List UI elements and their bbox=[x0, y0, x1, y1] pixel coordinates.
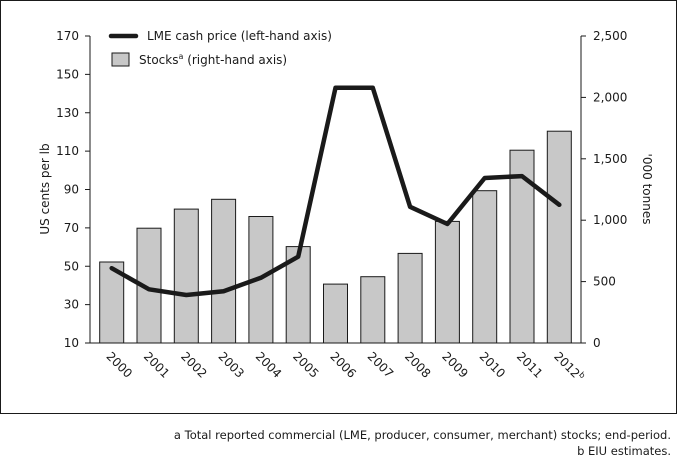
x-tick-superscript-2012: b bbox=[577, 370, 587, 380]
y2-tick-label-500: 500 bbox=[593, 275, 616, 289]
legend-stocks-name: Stocks bbox=[139, 53, 178, 67]
legend-bar-swatch bbox=[111, 52, 130, 67]
stocks-bar-2002 bbox=[173, 208, 199, 344]
stocks-bar-2009 bbox=[434, 220, 460, 344]
y-axis-title: US cents per lb bbox=[38, 143, 52, 234]
chart-frame: 10 30 50 70 90 110 130 150 170 0 500 1,000 1,500 2,0… bbox=[0, 0, 677, 414]
x-tick-label-2002: 2002 bbox=[178, 349, 209, 380]
y2-tick-label-1000: 1,000 bbox=[593, 213, 627, 227]
y2-tick-label-2500: 2,500 bbox=[593, 29, 627, 43]
y-tick-label-30: 30 bbox=[64, 298, 79, 312]
x-tick-label-2001: 2001 bbox=[141, 349, 172, 380]
y-tick-label-110: 110 bbox=[56, 144, 79, 158]
stocks-bar-2003 bbox=[211, 198, 237, 344]
legend-stocks-suffix: (right-hand axis) bbox=[183, 53, 287, 67]
stocks-bar-2012 bbox=[546, 130, 572, 344]
right-axis-ticks: 0 500 1,000 1,500 2,000 2,500 bbox=[581, 29, 627, 350]
x-tick-label-2003: 2003 bbox=[215, 349, 246, 380]
stocks-bar-2006 bbox=[323, 283, 348, 344]
y2-tick-label-1500: 1,500 bbox=[593, 152, 627, 166]
stocks-bar-2000 bbox=[99, 261, 125, 344]
lme-cash-price-line bbox=[109, 85, 562, 298]
x-tick-label-2004: 2004 bbox=[253, 349, 284, 380]
y-tick-label-130: 130 bbox=[56, 106, 79, 120]
legend-label-stocks: Stocksa (right-hand axis) bbox=[139, 52, 287, 67]
stocks-bar-2007 bbox=[360, 276, 386, 344]
y-tick-label-10: 10 bbox=[64, 336, 79, 350]
stocks-bar-2010 bbox=[472, 190, 498, 344]
x-tick-label-2009: 2009 bbox=[439, 349, 470, 380]
y2-tick-label-2000: 2,000 bbox=[593, 90, 627, 104]
y-tick-label-90: 90 bbox=[64, 183, 79, 197]
x-tick-label-2011: 2011 bbox=[514, 349, 545, 380]
y-tick-label-50: 50 bbox=[64, 259, 79, 273]
x-tick-label-2010: 2010 bbox=[477, 349, 508, 380]
footnote-b: b EIU estimates. bbox=[577, 444, 671, 458]
y-tick-label-70: 70 bbox=[64, 221, 79, 235]
x-tick-label-2000: 2000 bbox=[104, 349, 135, 380]
y-tick-label-150: 150 bbox=[56, 67, 79, 81]
x-tick-label-2008: 2008 bbox=[402, 349, 433, 380]
legend-stocks-superscript: a bbox=[178, 52, 183, 61]
footnote-a: a Total reported commercial (LME, produc… bbox=[173, 428, 671, 442]
stocks-bar-2008 bbox=[397, 252, 423, 344]
x-axis-tick-labels: 2000 2001 2002 2003 2004 2005 2006 2007 2008 2009… bbox=[104, 349, 587, 385]
x-tick-label-2007: 2007 bbox=[365, 349, 396, 380]
y2-axis-title: '000 tonnes bbox=[640, 154, 654, 225]
x-tick-label-2006: 2006 bbox=[327, 349, 358, 380]
stocks-bars bbox=[99, 130, 572, 344]
chart: 10 30 50 70 90 110 130 150 170 0 500 1,000 1,500 2,0… bbox=[38, 29, 654, 385]
y2-tick-label-0: 0 bbox=[593, 336, 601, 350]
legend-label-price: LME cash price (left-hand axis) bbox=[147, 29, 332, 43]
x-tick-label-2012: 2012b bbox=[551, 349, 587, 385]
y-tick-label-170: 170 bbox=[56, 29, 79, 43]
stocks-bar-2011 bbox=[509, 149, 535, 344]
left-axis-ticks: 10 30 50 70 90 110 130 150 170 bbox=[56, 29, 90, 350]
legend: LME cash price (left-hand axis) Stocksa … bbox=[108, 29, 332, 67]
x-tick-label-2005: 2005 bbox=[290, 349, 321, 380]
